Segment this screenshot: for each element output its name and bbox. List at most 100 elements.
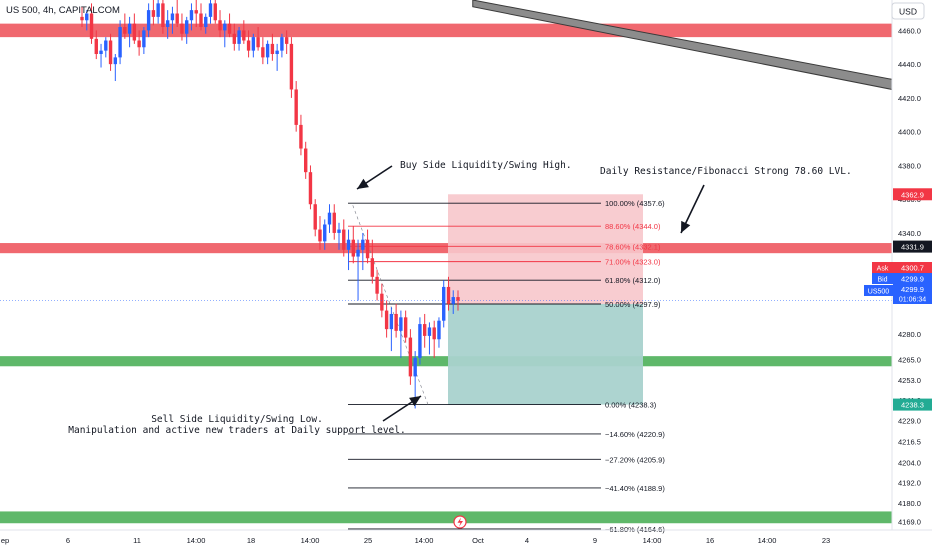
time-tick-label: 14:00 [187, 536, 206, 545]
symbol-tag-bg [864, 285, 893, 296]
candle-body [299, 124, 303, 149]
candle-body [223, 23, 227, 31]
candle-body [151, 10, 156, 17]
bid-label: Bid [877, 277, 887, 284]
time-tick-label: 23 [822, 536, 830, 545]
candle-body [327, 212, 332, 225]
time-tick-label: 14:00 [415, 536, 434, 545]
candle-body [80, 16, 84, 21]
fib-label: −41.40% (4188.9) [605, 484, 665, 493]
fib-label: −27.20% (4205.9) [605, 455, 665, 464]
annotations-layer: Buy Side Liquidity/Swing High. Daily Resi… [68, 160, 851, 436]
price-tick-label: 4380.0 [898, 161, 921, 170]
candle-body [256, 37, 260, 48]
candle-body [427, 327, 432, 336]
candle-body [308, 172, 313, 205]
candle-body [403, 317, 408, 338]
price-tick-label: 4440.0 [898, 60, 921, 69]
candle-body [94, 38, 98, 55]
candle-body [218, 20, 222, 31]
annotation-sell-side-line2: Manipulation and active new traders at D… [68, 425, 405, 436]
candle-body [422, 324, 427, 336]
price-tag-resistance: 4331.9 [901, 243, 924, 252]
time-axis[interactable]: ep 6 11 14:00 18 14:00 25 14:00 Oct 4 9 14:00 16 14:0… [0, 515, 932, 545]
time-tick-label: 9 [593, 536, 597, 545]
time-tick-label: Oct [472, 536, 485, 545]
price-tag-bid: 4299.9 [901, 275, 924, 284]
time-tick-label: ep [1, 536, 9, 545]
time-tick-label: 14:00 [643, 536, 662, 545]
ask-label: Ask [877, 266, 889, 273]
candle-body [394, 313, 398, 331]
candle-body [161, 3, 165, 28]
price-tag-ask: 4300.7 [901, 264, 924, 273]
candle-body [384, 310, 389, 330]
time-tick-label: 14:00 [301, 536, 320, 545]
candle-body [437, 320, 441, 340]
candle-body [318, 229, 322, 242]
currency-label: USD [899, 7, 917, 17]
price-tick-label: 4180.0 [898, 499, 921, 508]
fib-label: −61.80% (4164.6) [605, 525, 665, 534]
arrow-sell-side-head [409, 396, 421, 407]
candle-body [346, 239, 351, 250]
candle-body [194, 10, 198, 14]
candle-body [127, 23, 132, 34]
price-tick-label: 4229.0 [898, 416, 921, 425]
fib-label: 61.80% (4312.0) [605, 276, 661, 285]
last-price-bg [893, 284, 932, 304]
time-tick-label: 6 [66, 536, 70, 545]
price-tick-label: 4204.0 [898, 458, 921, 467]
position-tool[interactable] [448, 194, 643, 405]
candle-body [85, 13, 89, 21]
candle-body [356, 249, 360, 257]
fib-label: 71.00% (4323.0) [605, 258, 661, 267]
candle-body [142, 30, 146, 48]
candle-body [104, 40, 108, 51]
zone-daily-support [0, 356, 892, 367]
candle-body [289, 43, 294, 90]
symbol-title: US 500, 4h, CAPITALCOM [6, 5, 120, 16]
candle-body [261, 47, 265, 58]
price-tick-label: 4265.0 [898, 356, 921, 365]
candle-body [365, 239, 370, 259]
fib-label: 78.60% (4332.1) [605, 242, 661, 251]
zones-layer [0, 23, 892, 524]
candle-body [361, 239, 365, 250]
zone-daily-resistance [0, 243, 892, 254]
time-tick-label: 14:00 [758, 536, 777, 545]
annotation-daily-resistance: Daily Resistance/Fibonacci Strong 78.60 … [600, 166, 852, 177]
fib-label: −14.60% (4220.9) [605, 430, 665, 439]
bid-label-bg [872, 273, 893, 284]
candle-body [185, 20, 189, 34]
fibonacci-tool[interactable]: 100.00% (4357.6) 88.60% (4344.0) 78.60% (4… [348, 199, 665, 534]
candle-body [204, 16, 208, 28]
candle-body [337, 229, 341, 233]
candle-body [389, 313, 394, 330]
price-tick-label: 4280.0 [898, 330, 921, 339]
candle-body [227, 23, 232, 34]
flash-icon-bolt [457, 517, 463, 527]
fib-label: 0.00% (4238.3) [605, 401, 657, 410]
candle-body [351, 239, 355, 257]
candle-body [313, 204, 317, 230]
annotation-sell-side-line1: Sell Side Liquidity/Swing Low. [151, 414, 323, 425]
candle-body [446, 286, 451, 304]
price-tags: 4362.9 4331.9 Ask 4300.7 Bid 4299.9 US500 4299.… [864, 188, 932, 411]
price-tag-bid-bg [893, 273, 932, 284]
candle-body [332, 212, 336, 233]
candle-body [175, 13, 179, 24]
candle-body [165, 20, 170, 28]
candle-body [265, 43, 270, 58]
candle-body [146, 10, 151, 31]
price-tick-label: 4192.0 [898, 479, 921, 488]
currency-button[interactable]: USD [891, 2, 925, 20]
price-tick-label: 4216.5 [898, 437, 921, 446]
candle-body [180, 23, 184, 34]
candle-body [375, 276, 379, 294]
candle-body [208, 3, 213, 17]
candle-body [280, 37, 284, 51]
candle-body [170, 13, 175, 21]
